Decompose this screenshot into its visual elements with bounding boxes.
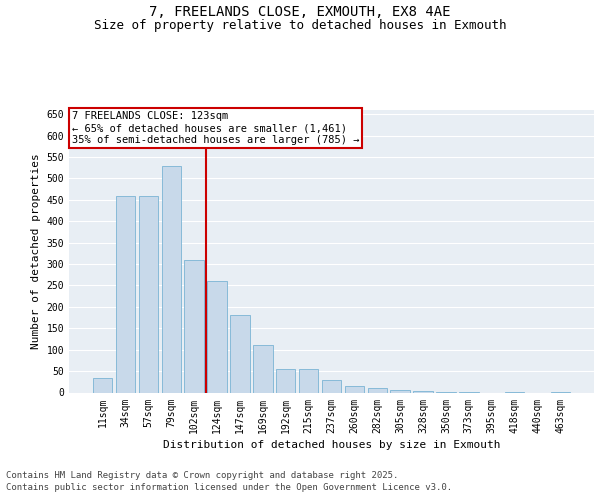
X-axis label: Distribution of detached houses by size in Exmouth: Distribution of detached houses by size … — [163, 440, 500, 450]
Bar — [230, 316, 250, 392]
Bar — [139, 196, 158, 392]
Text: Size of property relative to detached houses in Exmouth: Size of property relative to detached ho… — [94, 18, 506, 32]
Bar — [276, 369, 295, 392]
Bar — [344, 386, 364, 392]
Bar — [391, 390, 410, 392]
Text: Contains HM Land Registry data © Crown copyright and database right 2025.: Contains HM Land Registry data © Crown c… — [6, 471, 398, 480]
Bar — [322, 380, 341, 392]
Bar — [299, 369, 319, 392]
Bar — [116, 196, 135, 392]
Bar — [161, 166, 181, 392]
Y-axis label: Number of detached properties: Number of detached properties — [31, 154, 41, 349]
Bar — [413, 391, 433, 392]
Bar — [184, 260, 204, 392]
Bar — [93, 378, 112, 392]
Bar — [368, 388, 387, 392]
Bar — [208, 281, 227, 392]
Text: Contains public sector information licensed under the Open Government Licence v3: Contains public sector information licen… — [6, 483, 452, 492]
Text: 7, FREELANDS CLOSE, EXMOUTH, EX8 4AE: 7, FREELANDS CLOSE, EXMOUTH, EX8 4AE — [149, 5, 451, 19]
Text: 7 FREELANDS CLOSE: 123sqm
← 65% of detached houses are smaller (1,461)
35% of se: 7 FREELANDS CLOSE: 123sqm ← 65% of detac… — [71, 112, 359, 144]
Bar — [253, 346, 272, 393]
